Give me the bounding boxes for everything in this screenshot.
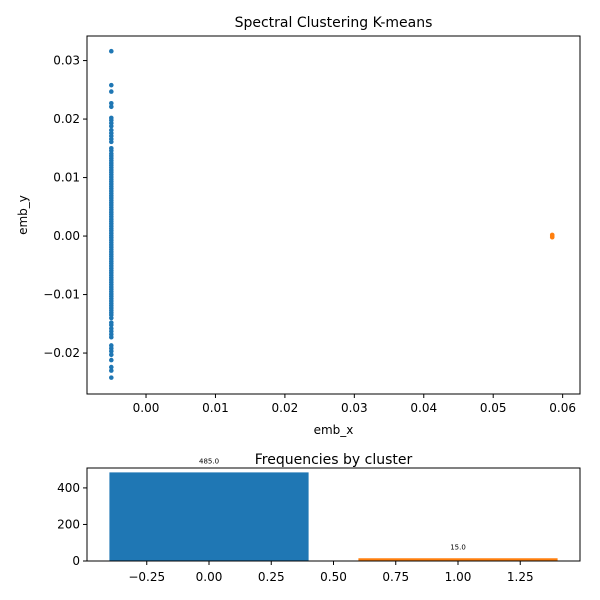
scatter-y-tick-label: 0.00 <box>53 229 80 243</box>
scatter-y-tick-label: −0.02 <box>43 346 80 360</box>
scatter-x-tick-label: 0.04 <box>410 401 437 415</box>
scatter-point-s0-0 <box>109 48 114 54</box>
bar-x-tick-label: 0.25 <box>258 570 285 584</box>
scatter-point-s0-1 <box>109 82 114 88</box>
bar-chart: Frequencies by cluster 485.0 15.0 −0.25 0.… <box>57 452 581 584</box>
bar-title: Frequencies by cluster <box>255 452 413 468</box>
scatter-x-tick-label: 0.02 <box>272 401 299 415</box>
bar-x-ticks: −0.25 0.00 0.25 0.50 0.75 1.00 1.25 <box>128 561 534 584</box>
scatter-y-tick-label: 0.01 <box>53 171 80 185</box>
scatter-point-s0-4 <box>109 104 114 110</box>
scatter-x-tick-label: 0.03 <box>341 401 368 415</box>
scatter-x-axis-label: emb_x <box>314 423 354 437</box>
scatter-x-tick-label: 0.01 <box>202 401 229 415</box>
bar-y-tick-label: 0 <box>72 554 80 568</box>
bar-x-tick-label: 0.50 <box>320 570 347 584</box>
scatter-point-s0-96 <box>109 352 114 358</box>
scatter-point-s0-88 <box>109 322 114 328</box>
scatter-point-s0-100 <box>109 375 114 380</box>
scatter-points <box>109 48 555 380</box>
scatter-x-ticks: 0.00 0.01 0.02 0.03 0.04 0.05 0.06 <box>133 394 576 415</box>
bar-x-tick-label: −0.25 <box>128 570 165 584</box>
bars <box>109 472 558 561</box>
scatter-x-tick-label: 0.06 <box>549 401 576 415</box>
scatter-point-s0-3 <box>109 100 114 106</box>
scatter-y-tick-label: −0.01 <box>43 288 80 302</box>
bar-y-tick-label: 200 <box>57 517 80 531</box>
scatter-point-s0-2 <box>109 89 114 94</box>
bar-value-label-0: 485.0 <box>199 457 219 465</box>
bar-cluster-1 <box>358 558 558 561</box>
scatter-axes-frame <box>86 35 581 395</box>
scatter-y-ticks: −0.02 −0.01 0.00 0.01 0.02 0.03 <box>43 54 87 360</box>
scatter-y-tick-label: 0.03 <box>53 54 80 68</box>
scatter-point-s0-95 <box>109 349 114 354</box>
scatter-y-tick-label: 0.02 <box>53 112 80 126</box>
scatter-point-s0-13 <box>109 139 114 145</box>
bar-x-tick-label: 0.00 <box>196 570 223 584</box>
scatter-point-s0-86 <box>109 315 114 321</box>
bar-x-tick-label: 1.00 <box>445 570 472 584</box>
bar-y-ticks: 0 200 400 <box>57 481 87 568</box>
scatter-point-s0-98 <box>109 364 114 370</box>
scatter-x-tick-label: 0.00 <box>133 401 160 415</box>
scatter-point-s1-2 <box>549 234 555 240</box>
scatter-chart: Spectral Clustering K-means 0.00 0.01 0.02… <box>16 15 581 437</box>
bar-cluster-0 <box>109 472 309 561</box>
scatter-point-s0-8 <box>109 123 114 129</box>
bar-x-tick-label: 0.75 <box>382 570 409 584</box>
scatter-x-tick-label: 0.05 <box>480 401 507 415</box>
bar-value-labels: 485.0 15.0 <box>199 457 466 551</box>
scatter-point-s0-99 <box>109 368 114 373</box>
bar-y-tick-label: 400 <box>57 481 80 495</box>
scatter-title: Spectral Clustering K-means <box>235 15 433 31</box>
bar-x-tick-label: 1.25 <box>507 570 534 584</box>
scatter-point-s0-92 <box>109 334 114 340</box>
scatter-y-axis-label: emb_y <box>16 195 30 235</box>
bar-value-label-1: 15.0 <box>450 543 466 551</box>
scatter-point-s0-97 <box>109 357 114 363</box>
